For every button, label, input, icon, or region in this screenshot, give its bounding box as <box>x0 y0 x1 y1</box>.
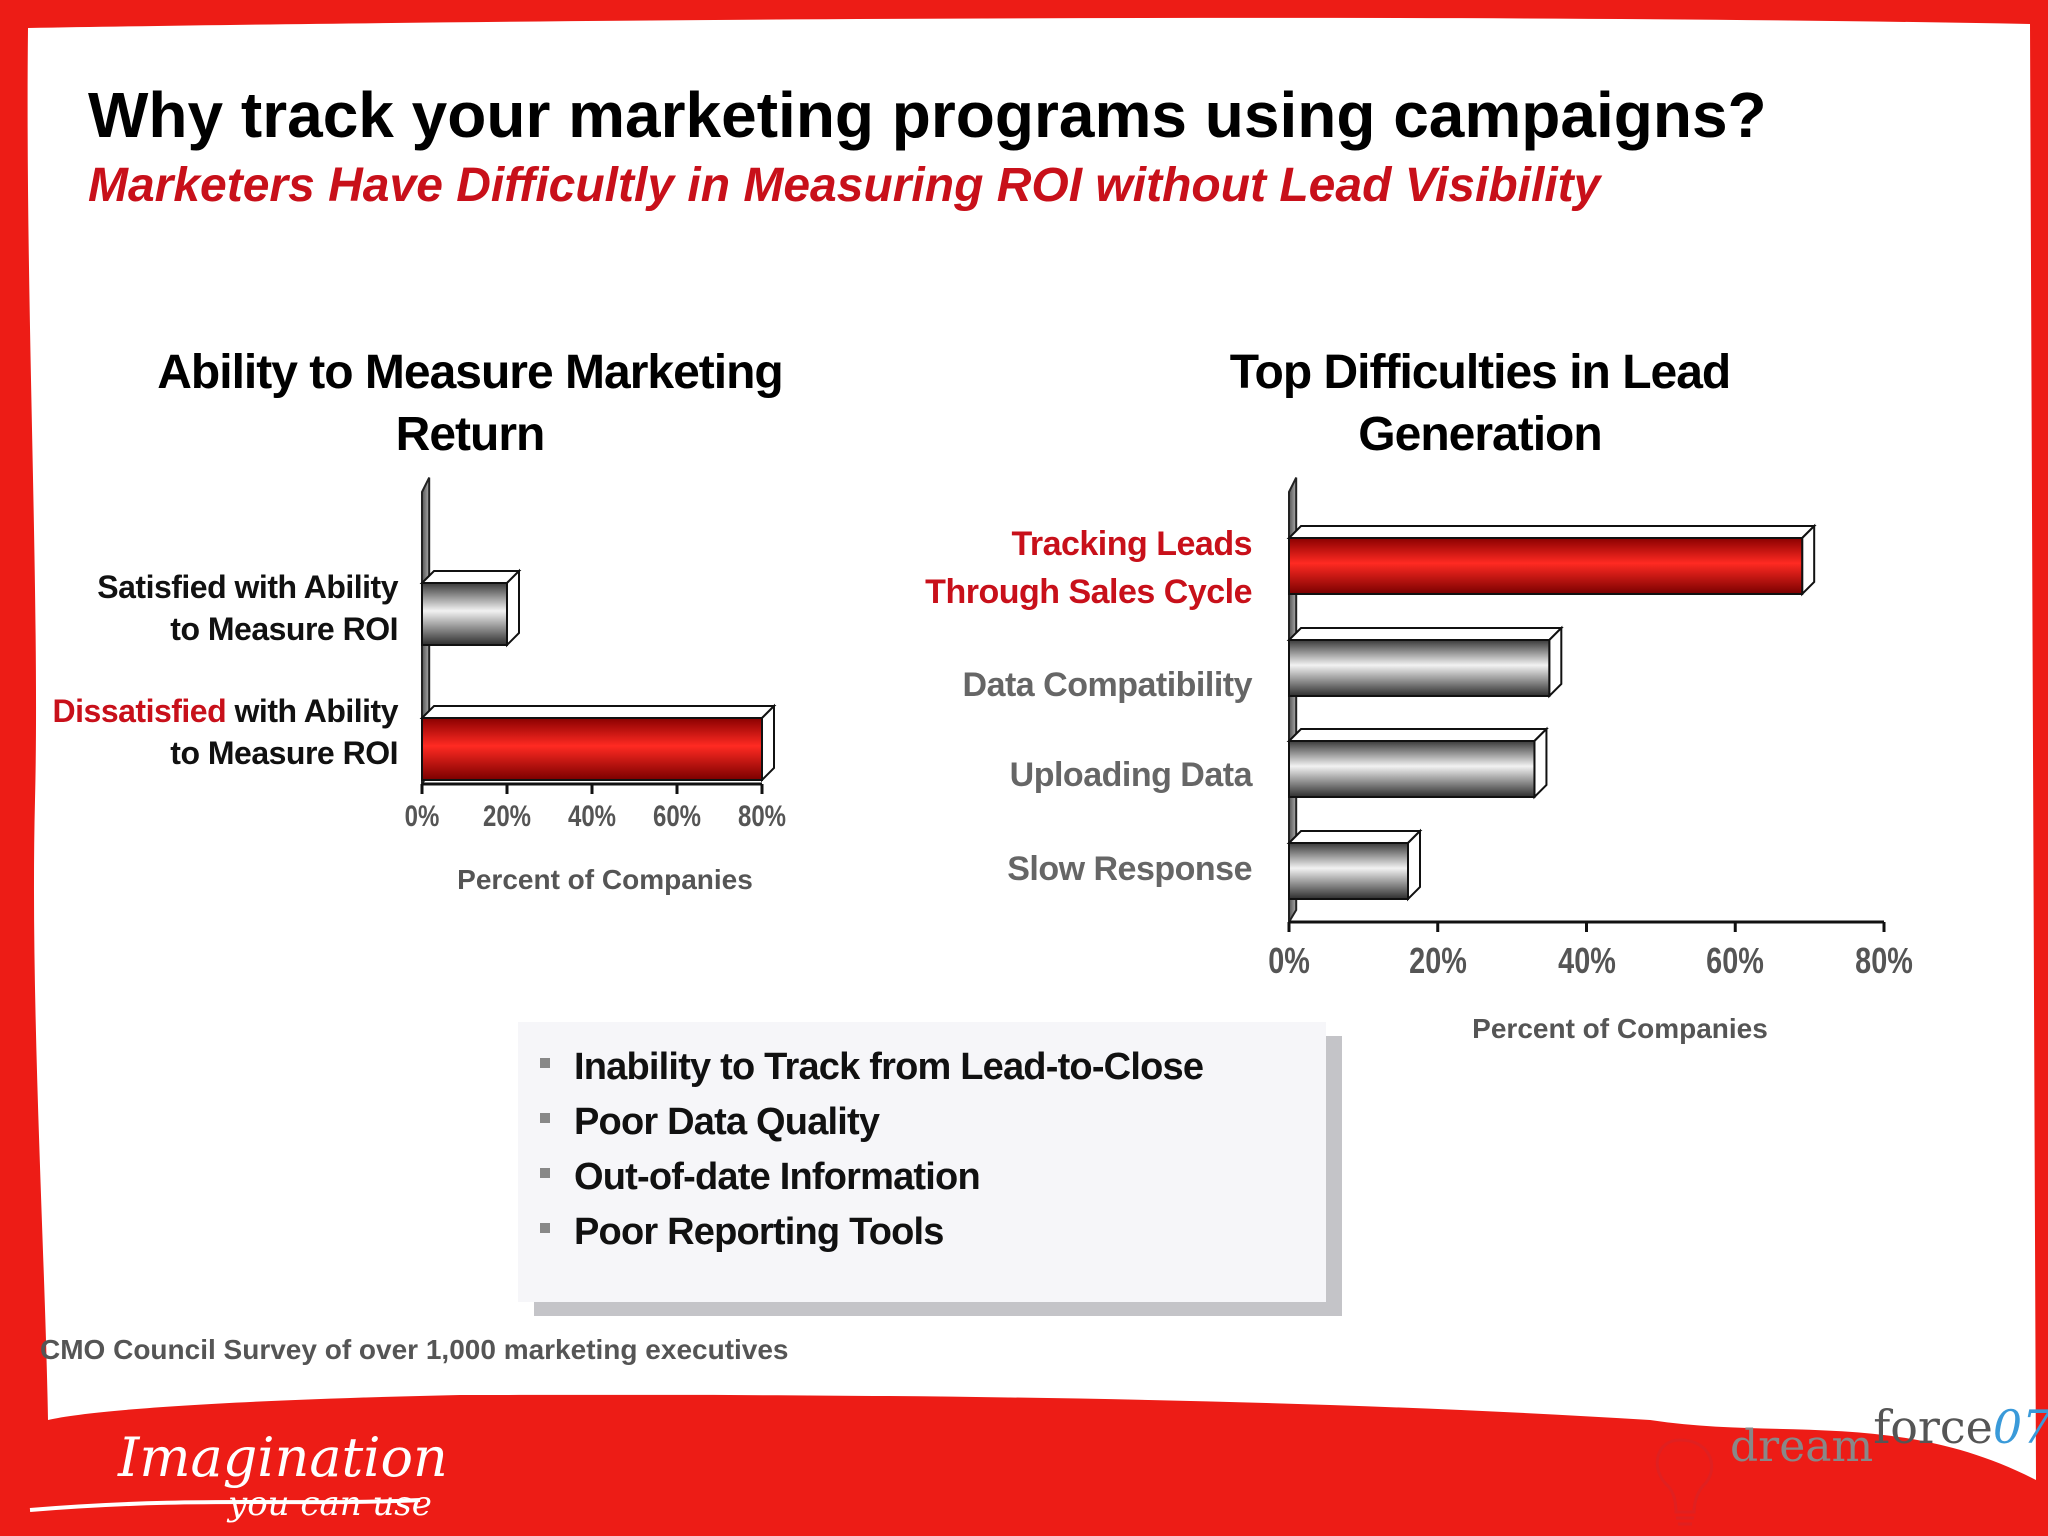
callout-list: Inability to Track from Lead-to-Close Po… <box>518 1022 1326 1260</box>
lightbulb-icon <box>1655 1438 1714 1526</box>
bar-top-face <box>1286 830 1423 844</box>
callout-item-text: Poor Data Quality <box>574 1101 880 1143</box>
page-subtitle: Marketers Have Difficultly in Measuring … <box>88 159 1601 212</box>
dreamforce-logo-year: 07 <box>1992 1400 2048 1454</box>
bar <box>1286 828 1423 902</box>
bar <box>419 568 522 648</box>
chart1-category-label: Dissatisfied with Ability to Measure ROI <box>18 690 399 774</box>
bar <box>419 703 777 783</box>
bar-front-face <box>421 582 508 646</box>
bar-top-face <box>1286 627 1564 641</box>
chart1-category-line2: to Measure ROI <box>170 735 398 771</box>
bullet-square-icon <box>540 1057 550 1068</box>
x-tick-label: 40% <box>1557 940 1616 981</box>
bar <box>1286 625 1564 699</box>
bar-end-face <box>1801 523 1816 597</box>
dreamforce-logo: dreamforce07 <box>1730 1400 2048 1472</box>
bullet-square-icon <box>540 1222 550 1233</box>
bar-front-face <box>1288 842 1409 900</box>
bar-top-face <box>419 570 522 584</box>
bar-top-face <box>1286 728 1549 742</box>
chart2-category-label: Slow Response <box>1007 850 1252 888</box>
chart2-category-label: Tracking Leads Through Sales Cycle <box>752 520 1252 616</box>
chart1-category-label: Satisfied with Ability to Measure ROI <box>18 566 398 650</box>
callout-item-text: Poor Reporting Tools <box>574 1211 944 1253</box>
imagination-logo-line1: Imagination <box>118 1426 448 1489</box>
callout-item-text: Out-of-date Information <box>574 1156 981 1198</box>
imagination-logo-line2: you can use <box>228 1484 432 1524</box>
imagination-logo: Imagination you can use <box>118 1426 448 1524</box>
chart-top-difficulties <box>1286 477 1886 932</box>
chart1-title-line2: Return <box>395 408 546 461</box>
difficulties-callout-box: Inability to Track from Lead-to-Close Po… <box>518 1022 1326 1302</box>
callout-item: Inability to Track from Lead-to-Close <box>540 1040 1326 1095</box>
bullet-square-icon <box>540 1112 550 1123</box>
x-tick-label: 80% <box>1855 940 1913 981</box>
chart2-title-line1: Top Difficulties in Lead <box>1229 346 1731 399</box>
x-tick-label: 0% <box>404 800 440 833</box>
source-note: CMO Council Survey of over 1,000 marketi… <box>40 1334 789 1365</box>
bar-end-face <box>1548 625 1563 699</box>
bar-front-face <box>1288 740 1536 798</box>
chart2-category-label: Data Compatibility <box>962 666 1253 704</box>
chart1-title-line1: Ability to Measure Marketing <box>157 346 783 399</box>
bar-end-face <box>1407 828 1421 902</box>
chart2-title: Top Difficulties in Lead Generation <box>1180 342 1780 466</box>
bar <box>1286 523 1817 597</box>
x-tick-label: 60% <box>652 800 702 833</box>
x-tick-label: 80% <box>737 800 787 833</box>
bar-front-face <box>1288 537 1804 595</box>
chart2-title-line2: Generation <box>1358 408 1602 461</box>
chart1-category-line1: Satisfied with Ability <box>97 569 398 605</box>
chart1-title: Ability to Measure Marketing Return <box>120 342 820 466</box>
bar-end-face <box>1533 726 1548 800</box>
callout-item: Poor Reporting Tools <box>540 1205 1326 1260</box>
x-tick-label: 40% <box>567 800 617 833</box>
callout-item: Out-of-date Information <box>540 1150 1326 1205</box>
bar-top-face <box>419 705 777 719</box>
x-tick-label: 20% <box>482 800 532 833</box>
bar-front-face <box>421 717 763 781</box>
chart2-category-line2: Through Sales Cycle <box>925 573 1252 611</box>
swoosh-line <box>29 1498 421 1512</box>
bar-front-face <box>1288 639 1551 697</box>
x-tick-label: 60% <box>1706 940 1765 981</box>
page-title: Why track your marketing programs using … <box>88 79 1767 151</box>
chart-ability-to-measure <box>419 477 777 794</box>
chart2-axis-label: Percent of Companies <box>1472 1013 1768 1044</box>
chart1-axis-label: Percent of Companies <box>457 864 753 895</box>
chart1-category-highlight: Dissatisfied <box>52 693 227 729</box>
x-tick-label: 0% <box>1268 940 1310 981</box>
chart2-category-line1: Tracking Leads <box>1011 525 1252 563</box>
callout-item: Poor Data Quality <box>540 1095 1326 1150</box>
chart2-category-label: Uploading Data <box>1009 756 1253 794</box>
bar <box>1286 726 1549 800</box>
callout-item-text: Inability to Track from Lead-to-Close <box>574 1046 1204 1088</box>
bullet-square-icon <box>540 1167 550 1178</box>
dreamforce-logo-dream: dream <box>1730 1421 1874 1472</box>
chart1-category-line2: to Measure ROI <box>170 611 398 647</box>
x-tick-label: 20% <box>1408 940 1467 981</box>
bar-top-face <box>1286 525 1817 539</box>
chart1-category-line1: with Ability <box>226 693 399 729</box>
dreamforce-logo-force: force <box>1873 1400 1993 1454</box>
bar-end-face <box>506 568 520 648</box>
